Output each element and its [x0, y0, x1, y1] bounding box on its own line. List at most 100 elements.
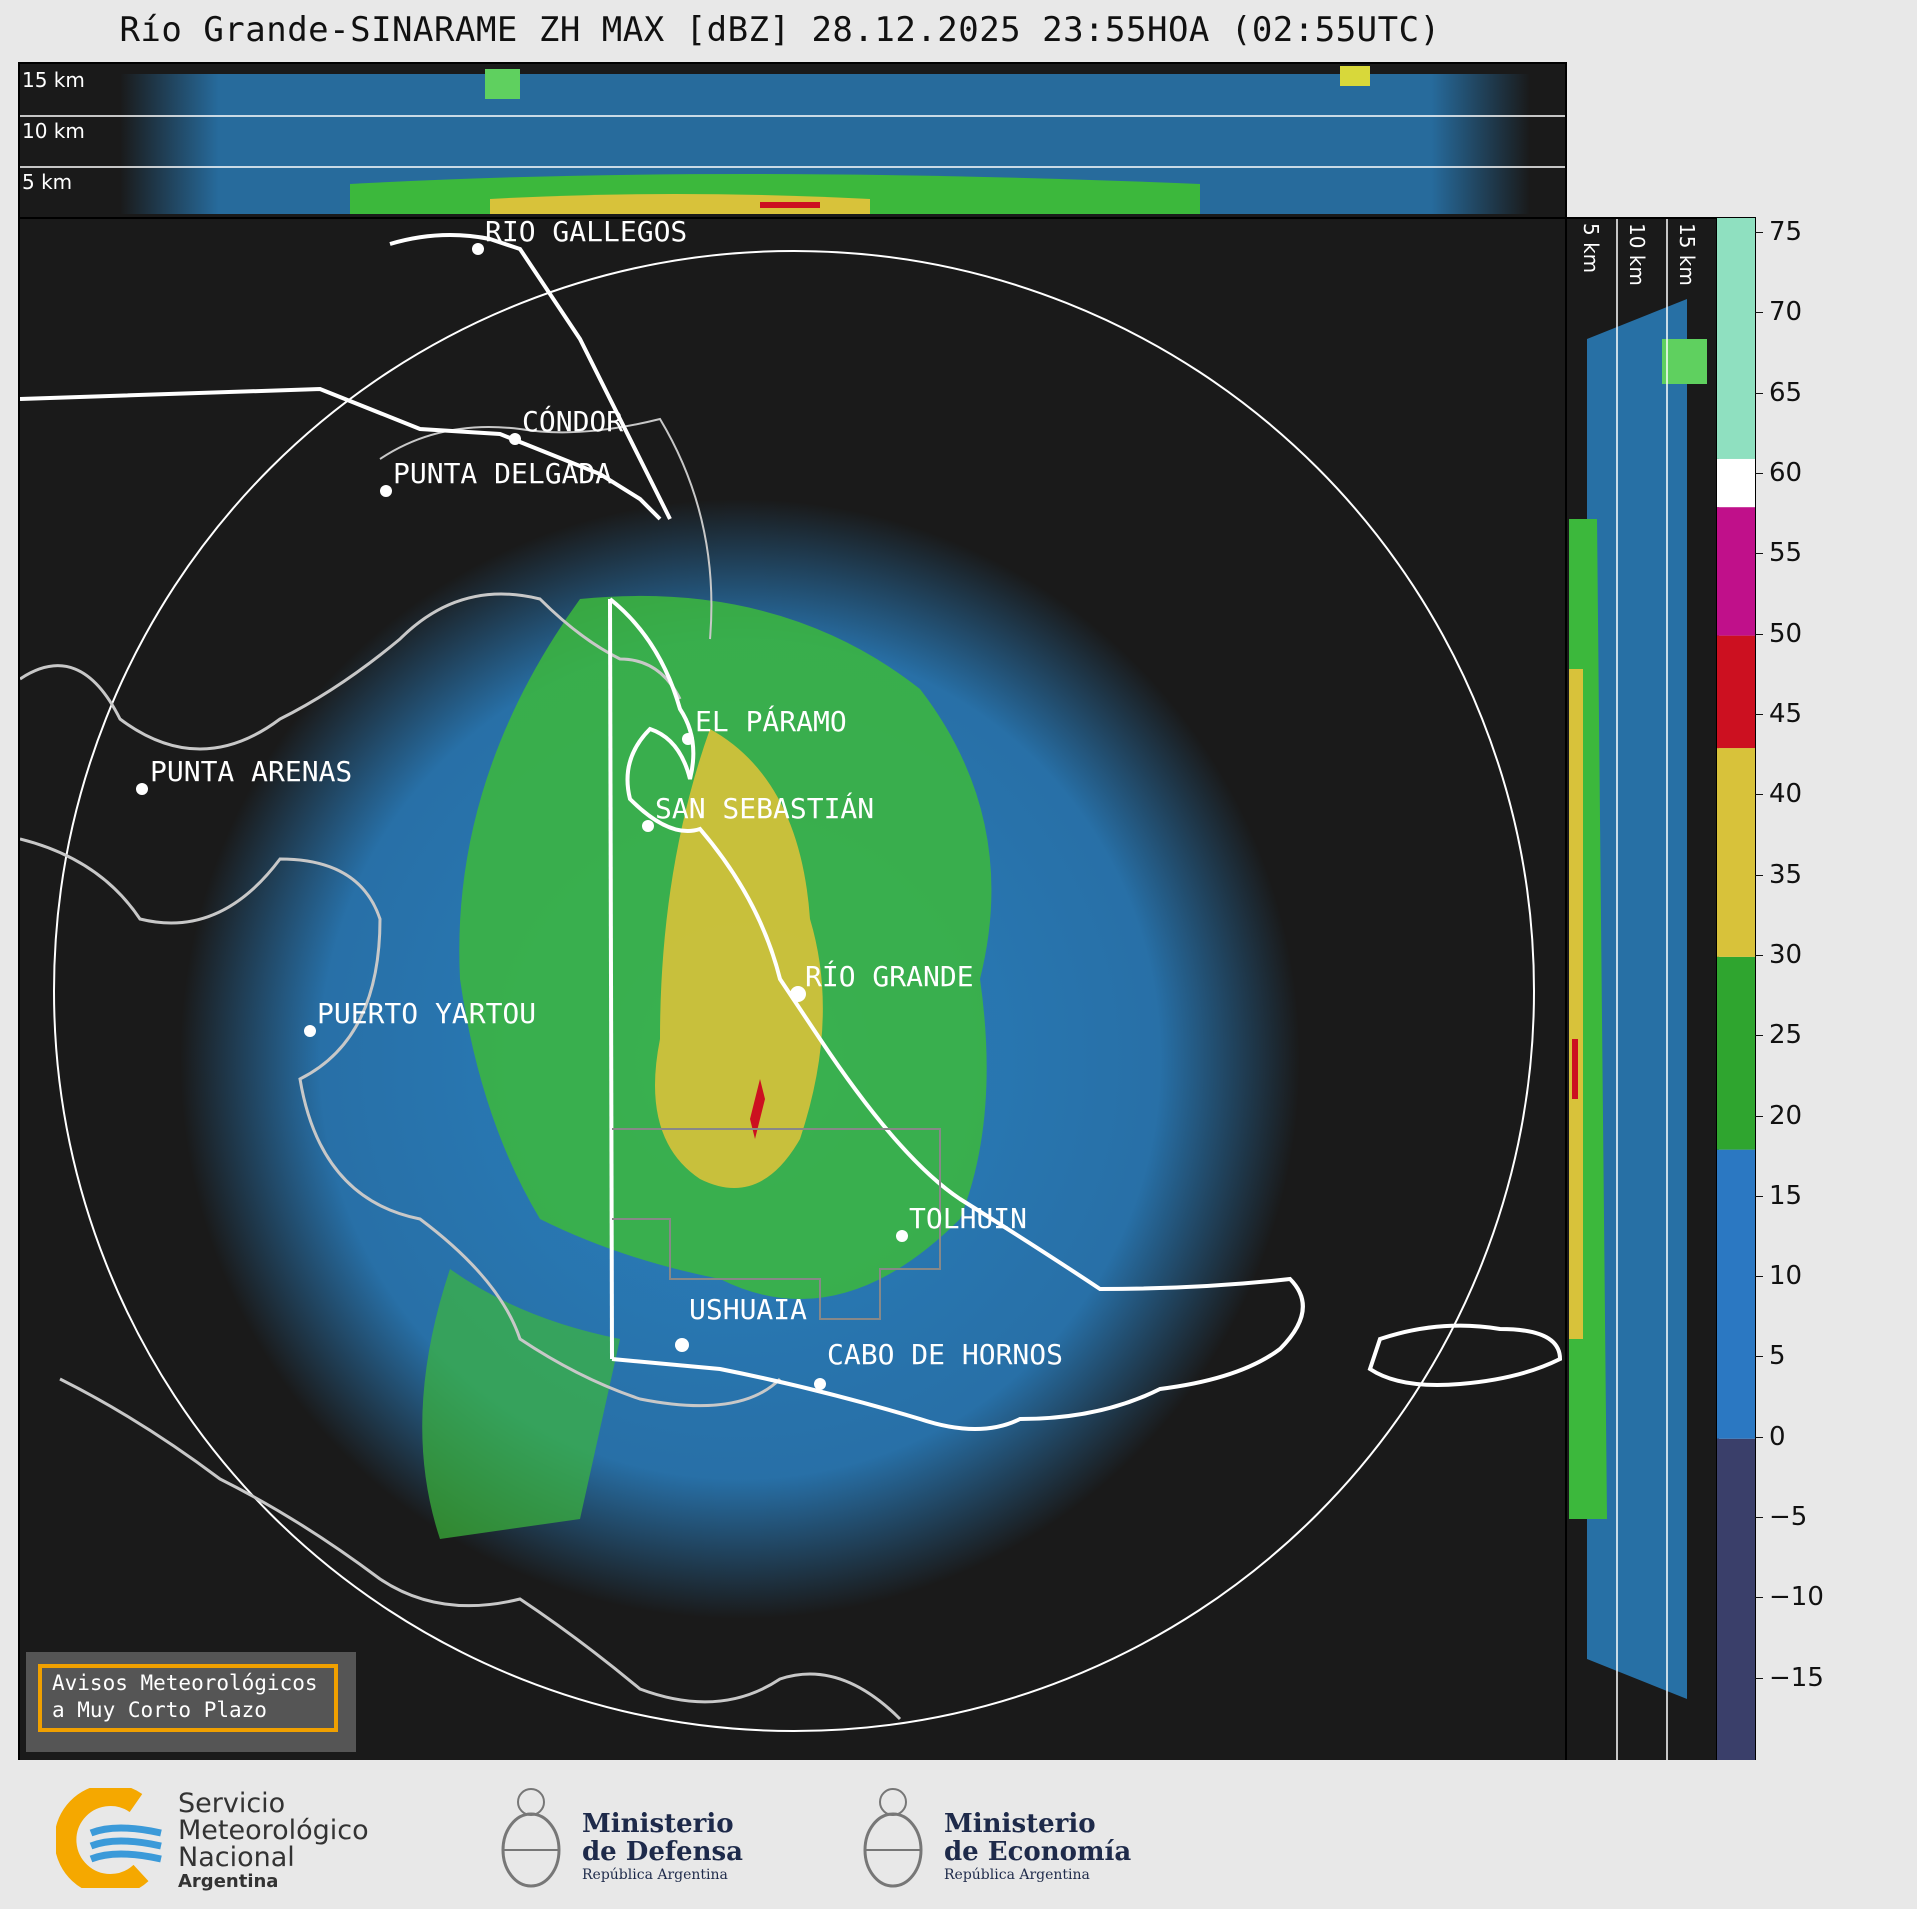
city-label: CABO DE HORNOS [827, 1338, 1063, 1371]
top-altitude-profile: 15 km 10 km 5 km [18, 62, 1567, 220]
smn-line-2: Meteorológico [178, 1815, 369, 1846]
colorbar-band [1717, 458, 1755, 508]
side-profile-echo-blue [1587, 299, 1687, 1699]
colorbar-tick-text: 50 [1769, 618, 1803, 649]
city-label: SAN SEBASTIÁN [655, 791, 874, 825]
economia-line-2: de Economía [944, 1837, 1132, 1867]
colorbar-tick-label: 30 [1755, 940, 1802, 970]
defensa-line-2: de Defensa [582, 1837, 743, 1867]
city-label: PUNTA DELGADA [393, 457, 612, 490]
smn-line-1: Servicio [178, 1788, 286, 1819]
warning-box: Avisos Meteorológicos a Muy Corto Plazo [26, 1652, 356, 1752]
top-alt-label-5km: 5 km [22, 170, 73, 194]
city-ushuaia: USHUAIA [675, 1293, 807, 1352]
radar-map: RÍO GALLEGOS CÓNDOR PUNTA DELGADA PUNTA … [18, 217, 1567, 1763]
smn-logo-text: Servicio Meteorológico Nacional Argentin… [178, 1790, 369, 1893]
echo-yellow-core [655, 729, 823, 1188]
range-ring [53, 250, 1535, 1732]
colorbar-tick-text: 40 [1769, 779, 1803, 810]
echo-green-southwest [422, 1269, 620, 1539]
city-rio-gallegos: RÍO GALLEGOS [472, 219, 687, 255]
colorbar-tick-text: 60 [1769, 458, 1803, 488]
colorbar-tick-label: −10 [1755, 1582, 1824, 1612]
city-label: USHUAIA [689, 1293, 807, 1326]
colorbar-tick-label: 55 [1755, 538, 1802, 568]
colorbar-tick-text: 25 [1769, 1020, 1803, 1051]
warning-link[interactable]: Avisos Meteorológicos a Muy Corto Plazo [38, 1664, 338, 1732]
colorbar-svg [1717, 218, 1755, 1760]
smn-line-3: Nacional [178, 1842, 295, 1873]
city-condor: CÓNDOR [509, 404, 623, 445]
city-el-paramo: EL PÁRAMO [682, 704, 847, 745]
side-profile-echo-red [1572, 1039, 1578, 1099]
economia-line-1: Ministerio [944, 1809, 1096, 1839]
top-profile-echo-red [760, 202, 820, 208]
colorbar-tick-text: 35 [1769, 859, 1803, 890]
escudo-economia-icon [863, 1788, 923, 1888]
smn-line-4: Argentina [178, 1871, 279, 1892]
colorbar-tick-text: 75 [1769, 217, 1803, 248]
coast-tierra-del-fuego [608, 597, 1305, 1431]
colorbar-tick-text: 55 [1769, 538, 1803, 569]
city-label: TOLHUIN [909, 1202, 1027, 1235]
colorbar-tick-label: 50 [1755, 619, 1802, 649]
city-label: RÍO GRANDE [805, 959, 974, 993]
side-profile-svg [1569, 219, 1707, 1761]
colorbar-tick-text: 15 [1769, 1180, 1803, 1211]
colorbar-band [1717, 218, 1755, 459]
colorbar-tick-text: 0 [1769, 1421, 1786, 1452]
coastline-south [59, 1377, 902, 1721]
colorbar-tick-label: 60 [1755, 458, 1802, 488]
side-alt-label-10km: 10 km [1625, 223, 1649, 286]
side-alt-label-15km: 15 km [1675, 223, 1699, 286]
colorbar-band [1717, 1149, 1755, 1439]
colorbar-tick-text: 70 [1769, 297, 1803, 328]
colorbar-tick-text: 30 [1769, 939, 1803, 970]
chart-title: Río Grande-SINARAME ZH MAX [dBZ] 28.12.2… [119, 10, 1441, 50]
side-profile-echo-cell [1662, 339, 1707, 384]
top-profile-svg [20, 66, 1565, 214]
city-punta-arenas: PUNTA ARENAS [136, 755, 352, 795]
colorbar-band [1717, 956, 1755, 1150]
colorbar-tick-label: 25 [1755, 1020, 1802, 1050]
top-profile-echo-cell [485, 69, 520, 99]
colorbar-tick-label: 45 [1755, 699, 1802, 729]
colorbar-tick-label: 5 [1755, 1341, 1786, 1371]
side-altitude-profile: 5 km 10 km 15 km [1565, 217, 1719, 1763]
warning-line-1: Avisos Meteorológicos [52, 1671, 318, 1695]
warning-line-2: a Muy Corto Plazo [52, 1698, 267, 1722]
city-label: PUERTO YARTOU [317, 997, 536, 1030]
city-rio-grande: RÍO GRANDE [790, 959, 974, 1002]
colorbar-tick-label: 35 [1755, 860, 1802, 890]
city-tolhuin: TOLHUIN [896, 1202, 1027, 1242]
colorbar-tick-text: 45 [1769, 698, 1803, 729]
colorbar-tick-text: −15 [1769, 1662, 1824, 1693]
top-profile-echo-cell [1340, 66, 1370, 86]
colorbar-tick-text: 65 [1769, 377, 1803, 408]
defensa-line-1: Ministerio [582, 1809, 734, 1839]
colorbar-tick-label: 65 [1755, 378, 1802, 408]
coast-rio-gallegos [389, 233, 672, 520]
escudo-defensa-icon [501, 1788, 561, 1888]
city-label: EL PÁRAMO [695, 704, 847, 738]
defensa-line-3: República Argentina [582, 1867, 728, 1883]
city-label: RÍO GALLEGOS [485, 219, 687, 248]
colorbar-band [1717, 748, 1755, 957]
colorbar-tick-label: 70 [1755, 297, 1802, 327]
colorbar-tick-label: 75 [1755, 217, 1802, 247]
colorbar-tick-label: −5 [1755, 1502, 1807, 1532]
coastline-strait [20, 837, 782, 1408]
colorbar-tick-label: −15 [1755, 1663, 1824, 1693]
radar-map-svg: RÍO GALLEGOS CÓNDOR PUNTA DELGADA PUNTA … [20, 219, 1563, 1732]
city-label: CÓNDOR [522, 404, 623, 438]
colorbar-band [1717, 1438, 1755, 1760]
city-cabo-de-hornos: CABO DE HORNOS [814, 1338, 1063, 1390]
province-line [612, 1128, 941, 1320]
top-alt-label-15km: 15 km [22, 68, 85, 92]
coastline-north [20, 592, 682, 751]
border-north [20, 386, 662, 521]
colorbar-tick-label: 15 [1755, 1181, 1802, 1211]
side-alt-label-5km: 5 km [1579, 223, 1603, 274]
footer: Servicio Meteorológico Nacional Argentin… [0, 1760, 1917, 1909]
side-profile-echo-yellow [1569, 669, 1583, 1339]
